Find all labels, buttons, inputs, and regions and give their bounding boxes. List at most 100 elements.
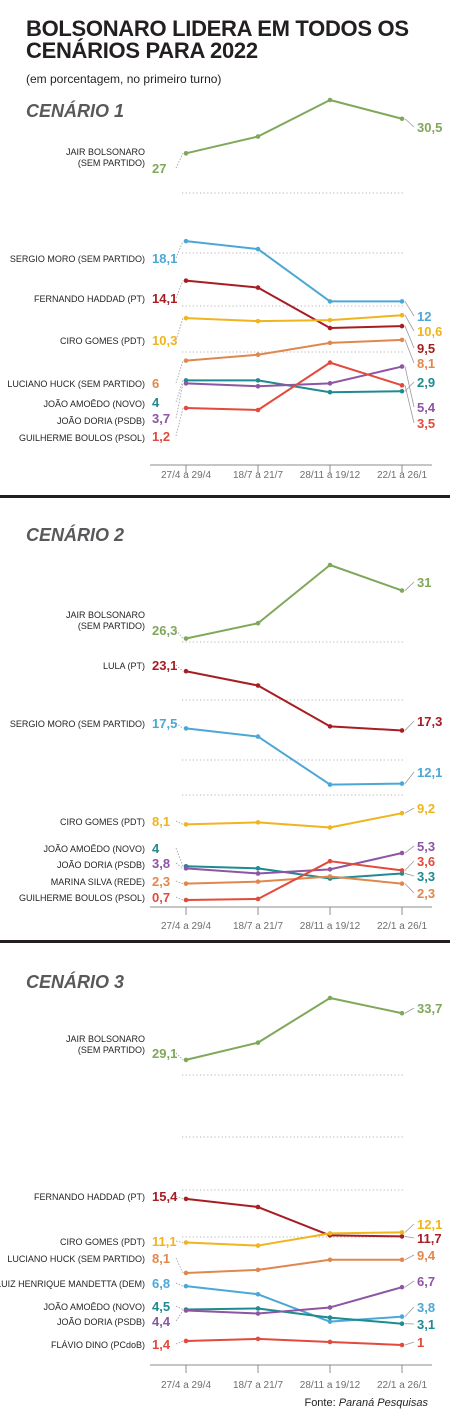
label-leader (175, 862, 184, 869)
series-marina-silva-rede: MARINA SILVA (REDE) 2,3 2,3 (51, 874, 435, 901)
label-leader (175, 820, 184, 825)
label-leader (175, 1257, 184, 1274)
data-point (255, 407, 261, 413)
series-name-label: SERGIO MORO (SEM PARTIDO) (10, 254, 145, 264)
first-value-label: 1,2 (152, 429, 170, 444)
data-point (255, 1267, 261, 1273)
data-point (399, 1342, 405, 1348)
label-leader (404, 325, 415, 349)
label-leader (404, 339, 415, 364)
series-ciro-gomes-pdt: CIRO GOMES (PDT) 8,1 9,2 (60, 801, 435, 830)
x-tick-label: 18/7 a 21/7 (233, 921, 283, 932)
data-point (255, 866, 261, 871)
series-lula-pt: LULA (PT) 23,1 17,3 (103, 658, 442, 733)
label-leader (175, 383, 184, 419)
data-point (183, 866, 189, 871)
series-line (185, 1285, 403, 1323)
series-luiz-henrique-mandetta-dem: LUIZ HENRIQUE MANDETTA (DEM) 6,8 3,8 (0, 1276, 435, 1324)
data-point (255, 318, 261, 324)
series-name-label: JOÃO AMOÊDO (NOVO) (43, 844, 145, 854)
data-point (327, 724, 333, 729)
data-point (327, 782, 333, 787)
first-value-label: 6 (152, 376, 159, 391)
label-leader (404, 581, 415, 591)
label-leader (404, 1280, 415, 1288)
chart-cenario-1: CENÁRIO 1 27/4 a 29/4 18/7 a 21/7 28/11 a 1… (7, 97, 442, 481)
data-point (399, 1230, 405, 1235)
data-point (327, 1319, 333, 1324)
last-value-label: 9,4 (417, 1248, 436, 1263)
source-name: Paraná Pesquisas (338, 1397, 428, 1409)
label-leader (175, 407, 184, 437)
data-point (327, 874, 333, 879)
label-leader (404, 315, 415, 332)
data-point (327, 317, 333, 323)
series-line (185, 1337, 403, 1346)
data-point (327, 360, 333, 365)
chart-cenario-2: CENÁRIO 2 27/4 a 29/4 18/7 a 21/7 28/11 a 1… (10, 524, 443, 932)
label-leader (175, 847, 184, 867)
data-point (399, 781, 405, 786)
data-point (399, 850, 405, 856)
series-line (185, 564, 403, 640)
last-value-label: 33,7 (417, 1001, 442, 1016)
series-name-label: FERNANDO HADDAD (PT) (34, 1192, 145, 1202)
label-leader (175, 1310, 184, 1322)
series-guilherme-boulos-psol: GUILHERME BOULOS (PSOL) 1,2 3,5 (19, 360, 435, 444)
series-fernando-haddad-pt: FERNANDO HADDAD (PT) 15,4 11,7 (34, 1189, 442, 1246)
series-name-label: JAIR BOLSONARO (66, 1034, 145, 1044)
first-value-label: 2,3 (152, 874, 170, 889)
label-leader (404, 1306, 415, 1317)
label-leader (404, 366, 415, 408)
data-point (255, 384, 261, 389)
data-point (399, 299, 405, 304)
last-value-label: 2,3 (417, 886, 435, 901)
data-point (327, 97, 333, 103)
series-name-label: MARINA SILVA (REDE) (51, 877, 145, 887)
series-line (185, 727, 403, 786)
last-value-label: 3,3 (417, 869, 435, 884)
last-value-label: 12,1 (417, 1217, 442, 1232)
data-point (255, 1336, 261, 1342)
last-value-label: 12 (417, 309, 431, 324)
label-leader (404, 1007, 415, 1014)
series-name-label: (SEM PARTIDO) (78, 1045, 145, 1055)
series-line (185, 1307, 403, 1325)
data-point (327, 1231, 333, 1236)
data-point (183, 1240, 189, 1245)
data-point (399, 337, 405, 343)
series-flavio-dino-pcdob: FLÁVIO DINO (PCdoB) 1,4 1 (51, 1335, 424, 1352)
last-value-label: 30,5 (417, 120, 442, 135)
series-jair-bolsonaro-sem-partido: JAIR BOLSONARO(SEM PARTIDO) 26,3 31 (66, 562, 431, 641)
page-title: BOLSONARO LIDERA EM TODOS OS CENÁRIOS PA… (26, 16, 409, 63)
first-value-label: 8,1 (152, 814, 170, 829)
label-leader (175, 1240, 184, 1243)
series-name-label: JAIR BOLSONARO (66, 147, 145, 157)
first-value-label: 26,3 (152, 623, 177, 638)
series-name-label: JOÃO DORIA (PSDB) (57, 1317, 145, 1327)
chart-cenario-3: CENÁRIO 3 27/4 a 29/4 18/7 a 21/7 28/11 a 1… (0, 971, 442, 1391)
data-point (255, 734, 261, 739)
source-note: Fonte: Paraná Pesquisas (304, 1397, 428, 1409)
series-joao-doria-psdb: JOÃO DORIA (PSDB) 3,8 5,3 (57, 839, 435, 876)
x-tick-label: 28/11 a 19/12 (300, 921, 361, 932)
series-name-label: (SEM PARTIDO) (78, 158, 145, 168)
label-leader (404, 1223, 415, 1233)
last-value-label: 10,6 (417, 324, 442, 339)
series-name-label: LUIZ HENRIQUE MANDETTA (DEM) (0, 1279, 145, 1289)
series-name-label: LUCIANO HUCK (SEM PARTIDO) (7, 379, 145, 389)
chart-title: CENÁRIO 1 (26, 100, 124, 121)
last-value-label: 9,5 (417, 341, 435, 356)
section-divider-1 (0, 495, 450, 498)
first-value-label: 4 (152, 841, 160, 856)
series-name-label: CIRO GOMES (PDT) (60, 1237, 145, 1247)
first-value-label: 3,7 (152, 411, 170, 426)
series-jair-bolsonaro-sem-partido: JAIR BOLSONARO(SEM PARTIDO) 29,1 33,7 (66, 995, 442, 1063)
series-name-label: JOÃO AMOÊDO (NOVO) (43, 1302, 145, 1312)
section-divider-2 (0, 940, 450, 943)
label-leader (175, 1282, 184, 1287)
label-leader (404, 1341, 415, 1346)
series-name-label: JOÃO DORIA (PSDB) (57, 860, 145, 870)
data-point (327, 1257, 333, 1263)
data-point (327, 858, 333, 864)
